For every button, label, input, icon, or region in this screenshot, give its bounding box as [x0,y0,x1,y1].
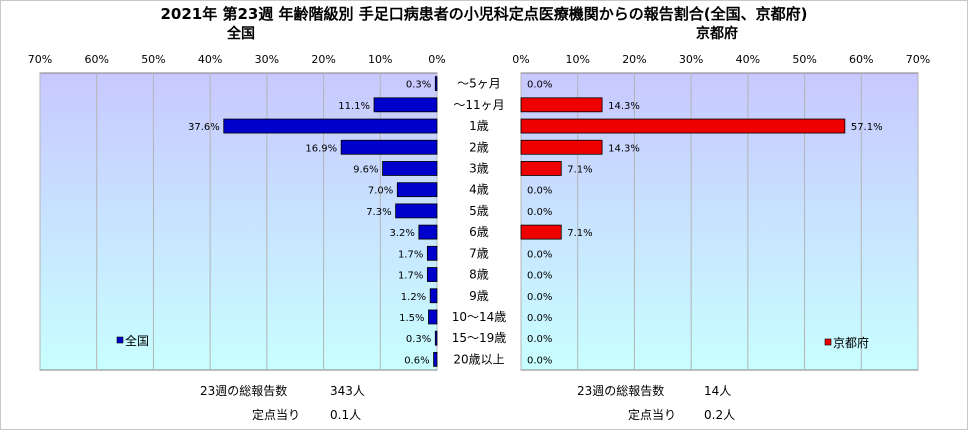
kyoto-data-label: 14.3% [608,101,640,112]
national-bar [418,224,438,240]
national-data-label: 1.7% [398,271,423,282]
right-tick-label: 10% [565,53,589,66]
category-label: 10～14歳 [452,310,507,324]
national-data-label: 7.3% [366,207,391,218]
kyoto-legend-label: 京都府 [833,335,869,350]
kyoto-rate-value: 0.2人 [704,408,735,422]
national-rate-value: 0.1人 [330,408,361,422]
national-total-value: 343人 [330,384,365,398]
national-bar [223,118,438,134]
category-label: ～5ヶ月 [457,77,501,91]
national-data-label: 1.7% [398,249,423,260]
kyoto-data-label: 0.0% [527,271,552,282]
national-data-label: 1.5% [399,313,424,324]
right-plot-area [520,72,919,371]
national-bar [373,97,438,113]
category-label: 2歳 [469,140,489,154]
national-bar [426,267,438,282]
right-tick-label: 20% [622,53,646,66]
left-tick-label: 40% [198,53,222,66]
national-bar [395,203,438,219]
kyoto-data-label: 0.0% [527,313,552,324]
national-data-label: 16.9% [305,143,337,154]
kyoto-data-label: 0.0% [527,249,552,260]
right-tick-label: 50% [792,53,816,66]
right-tick-label: 40% [736,53,760,66]
category-label: 9歳 [469,289,489,303]
national-bar [428,309,438,325]
kyoto-legend-swatch [824,338,832,346]
right-tick-label: 60% [849,53,873,66]
national-total-label: 23週の総報告数 [200,383,287,398]
right-tick-label: 0% [512,53,529,66]
national-rate-label: 定点当り [252,407,300,422]
national-bar [426,245,438,261]
category-label: 1歳 [469,119,489,133]
category-label: 8歳 [469,268,489,282]
kyoto-bar [520,139,603,155]
kyoto-bar [520,97,603,113]
kyoto-data-label: 7.1% [567,228,592,239]
national-bar [396,182,438,198]
kyoto-rate-label: 定点当り [628,407,676,422]
right-tick-label: 70% [906,53,930,66]
kyoto-total-label: 23週の総報告数 [577,383,664,398]
national-bar [434,330,438,346]
left-tick-label: 20% [311,53,335,66]
left-panel-title: 全国 [226,25,255,42]
left-tick-label: 60% [84,53,108,66]
national-legend-swatch [116,336,124,344]
national-legend-label: 全国 [125,333,149,348]
national-data-label: 1.2% [401,292,426,303]
category-label: 7歳 [469,246,489,260]
kyoto-data-label: 0.0% [527,334,552,345]
national-data-label: 3.2% [389,228,414,239]
kyoto-bar [520,224,562,240]
left-plot-area [39,72,438,371]
national-data-label: 0.3% [406,334,431,345]
kyoto-total-value: 14人 [704,384,731,398]
national-bar [382,161,438,176]
national-bar [433,351,438,367]
national-data-label: 11.1% [338,101,370,112]
left-tick-label: 10% [368,53,392,66]
right-tick-label: 30% [679,53,703,66]
kyoto-data-label: 0.0% [527,207,552,218]
national-data-label: 7.0% [368,186,393,197]
national-data-label: 0.3% [406,80,431,91]
national-data-label: 37.6% [188,122,220,133]
chart-title: 2021年 第23週 年齢階級別 手足口病患者の小児科定点医療機関からの報告割合… [160,5,807,23]
category-label: 20歳以上 [453,352,504,366]
kyoto-data-label: 57.1% [851,122,883,133]
national-bar [340,139,438,155]
right-panel-title: 京都府 [696,25,738,42]
national-bar [434,76,438,92]
kyoto-data-label: 0.0% [527,80,552,91]
national-data-label: 0.6% [404,355,429,366]
left-tick-label: 30% [255,53,279,66]
national-data-label: 9.6% [353,164,378,175]
category-label: 3歳 [469,161,489,175]
left-tick-label: 0% [428,53,445,66]
kyoto-bar [520,161,562,176]
category-label: 5歳 [469,204,489,218]
kyoto-data-label: 0.0% [527,186,552,197]
kyoto-bar [520,118,846,134]
national-bar [429,288,438,304]
kyoto-data-label: 0.0% [527,355,552,366]
left-tick-label: 70% [28,53,52,66]
category-label: 4歳 [469,183,489,197]
kyoto-data-label: 14.3% [608,143,640,154]
category-label: ～11ヶ月 [453,98,504,112]
category-label: 15～19歳 [452,331,507,345]
kyoto-data-label: 7.1% [567,164,592,175]
kyoto-data-label: 0.0% [527,292,552,303]
left-tick-label: 50% [141,53,165,66]
category-label: 6歳 [469,225,489,239]
